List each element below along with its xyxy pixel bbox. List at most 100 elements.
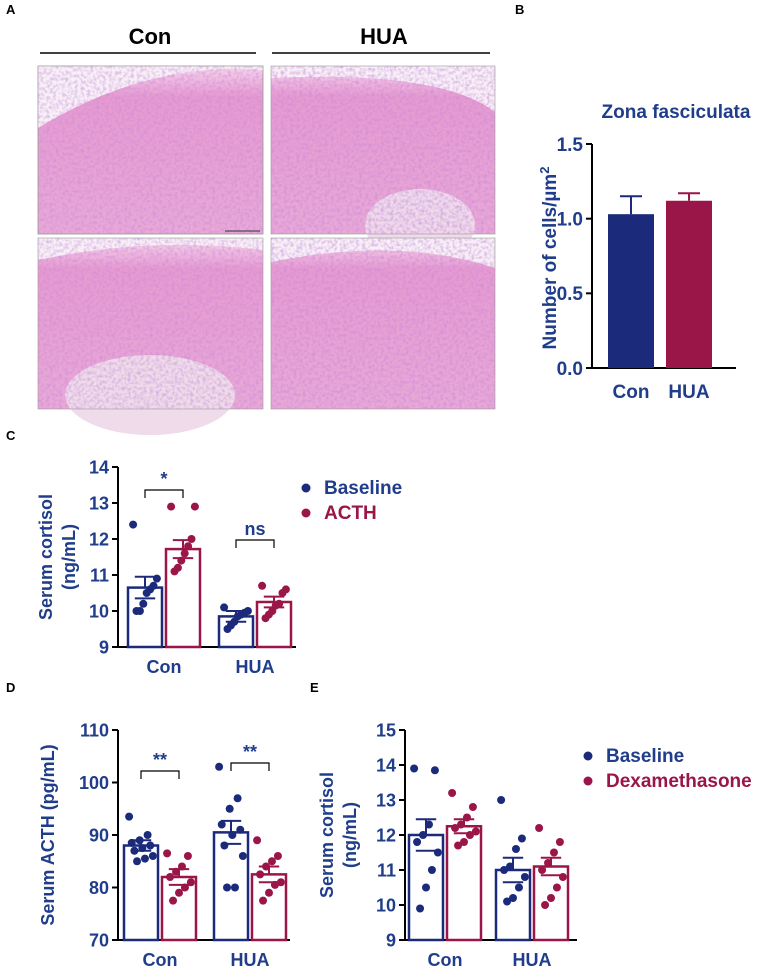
y-tick-label: 1.5: [557, 135, 584, 156]
data-point: [138, 844, 147, 853]
data-point: [413, 838, 422, 846]
data-point: [433, 848, 442, 857]
data-point: [262, 862, 271, 871]
data-point: [471, 827, 480, 836]
x-tick-label: HUA: [231, 950, 270, 970]
panel-b: B Zona fasciculata 0.0 0.5 1.0 1.5 Con HUA Numb…: [515, 2, 751, 403]
legend-label-0: Baseline: [324, 478, 402, 499]
data-point: [146, 841, 155, 850]
y-axis-label: Number of cells/µm2: [537, 167, 561, 350]
legend-marker-1: [301, 508, 311, 518]
x-tick-label: Con: [143, 950, 178, 970]
data-point: [190, 502, 199, 511]
data-point: [166, 873, 175, 881]
data-point: [125, 812, 134, 821]
data-point: [135, 836, 144, 845]
panel-c: C 9 10 11 12 13 14 Con HUA * ns Serum cortisol (ng/…: [6, 428, 402, 677]
data-point: [422, 883, 430, 892]
micrograph-group-label-con: Con: [129, 24, 172, 49]
data-point: [180, 549, 189, 558]
data-point: [273, 852, 282, 860]
y-axis-label-line: (ng/mL): [340, 802, 360, 868]
y-tick-label: 0.5: [557, 284, 584, 305]
data-point: [509, 894, 517, 902]
y-tick-label: 13: [89, 493, 109, 513]
x-tick-label: HUA: [513, 950, 552, 970]
data-point: [506, 862, 515, 871]
x-tick-label: Con: [428, 950, 463, 970]
data-point: [468, 803, 477, 811]
data-point: [544, 859, 553, 867]
data-point: [552, 883, 561, 892]
bar-hua: [666, 200, 712, 368]
data-point: [278, 589, 287, 597]
data-point: [419, 831, 428, 839]
y-axis-label-line: Serum cortisol: [317, 772, 337, 898]
bar-con: [608, 214, 654, 368]
micrograph-group-label-hua: HUA: [360, 24, 408, 49]
y-tick-label: 0.0: [557, 359, 583, 380]
legend-label-1: ACTH: [324, 503, 377, 524]
data-point: [416, 904, 425, 913]
data-point: [514, 883, 523, 892]
y-tick-label: 10: [376, 895, 396, 915]
data-point: [170, 567, 179, 576]
x-tick-label: HUA: [236, 657, 275, 677]
data-point: [215, 762, 224, 771]
micrograph-con-top: [37, 65, 264, 235]
data-point: [133, 857, 142, 866]
data-point: [424, 820, 433, 829]
data-point: [520, 873, 529, 881]
data-point: [451, 824, 460, 832]
data-point: [549, 848, 558, 857]
bar-con-series-1: [160, 875, 198, 942]
panel-e: E 9 10 11 12 13 14 15 Con HUA Serum cortisol (ng/m…: [310, 680, 752, 970]
panel-letter-c: C: [6, 428, 16, 443]
significance-label: *: [160, 469, 167, 489]
y-tick-label: 14: [89, 457, 109, 477]
data-point: [187, 535, 196, 543]
micrograph-hua-bottom: [270, 237, 496, 410]
data-point: [265, 888, 273, 897]
chart-e: 9 10 11 12 13 14 15 Con HUA Serum cortisol (ng/mL)…: [317, 720, 752, 970]
panel-a: A Con HUA: [6, 2, 496, 435]
data-point: [270, 880, 279, 889]
chart-b: Zona fasciculata 0.0 0.5 1.0 1.5 Con HUA Number…: [537, 102, 751, 403]
data-point: [547, 894, 555, 902]
data-point: [555, 838, 564, 846]
y-tick-label: 12: [89, 529, 109, 549]
significance-bracket: [235, 539, 275, 548]
data-point: [175, 888, 183, 897]
data-point: [511, 845, 520, 853]
data-point: [541, 901, 550, 909]
significance-bracket: [144, 489, 184, 498]
chart-title: Zona fasciculata: [602, 102, 751, 123]
y-tick-label: 10: [89, 601, 109, 621]
data-point: [225, 804, 234, 813]
data-point: [517, 834, 526, 843]
data-point: [454, 841, 463, 850]
data-point: [230, 883, 239, 892]
data-point: [462, 813, 471, 822]
y-tick-label: 15: [376, 720, 396, 740]
significance-bracket: [230, 762, 270, 771]
chart-d: 70 80 90 100 110 Con HUA ** ** Serum ACTH (pg/mL): [38, 720, 290, 970]
significance-label: **: [153, 750, 167, 770]
data-point: [258, 581, 267, 590]
legend-marker-0: [301, 483, 311, 493]
data-point: [223, 625, 232, 633]
data-point: [169, 896, 178, 905]
data-point: [129, 520, 138, 529]
data-point: [148, 852, 157, 860]
data-point: [267, 857, 276, 866]
data-point: [261, 614, 270, 623]
y-tick-label: 9: [386, 930, 396, 950]
data-point: [180, 883, 189, 892]
data-point: [223, 883, 232, 892]
data-point: [448, 789, 457, 797]
data-point: [427, 866, 436, 874]
data-point: [253, 836, 262, 845]
y-tick-label: 13: [376, 790, 396, 810]
data-point: [177, 862, 186, 871]
